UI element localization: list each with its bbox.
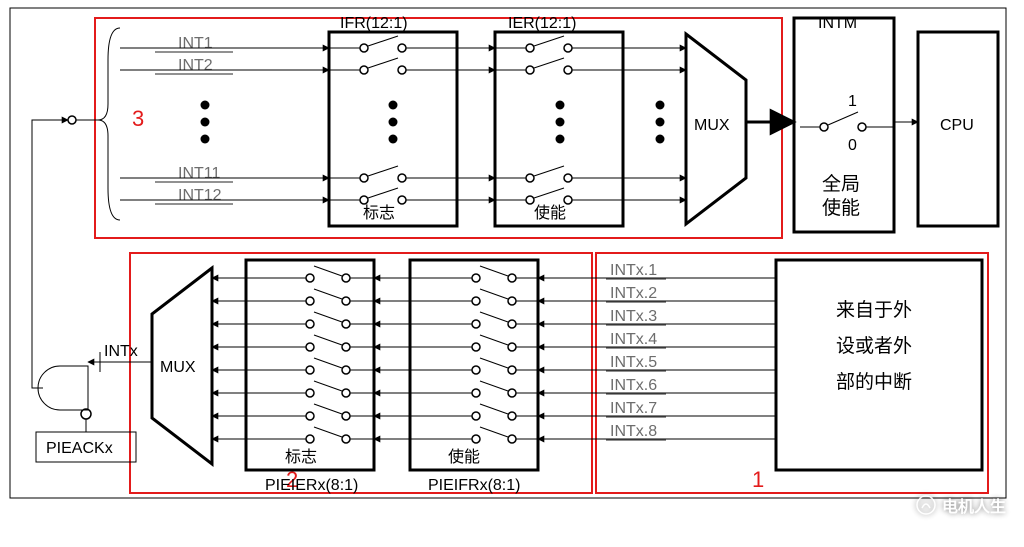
- svg-text:INTx.6: INTx.6: [610, 377, 657, 394]
- svg-text:INTx.8: INTx.8: [610, 423, 657, 440]
- ifr-box: [329, 32, 457, 226]
- bottom-signals: INTx.1 INTx.2 INTx.3 INTx.4 INTx.5 INTx.6 INTx…: [212, 262, 776, 443]
- watermark: 电机人生: [916, 493, 1006, 517]
- svg-text:INT2: INT2: [178, 57, 213, 74]
- diagram-canvas: 3 IFR(12:1) 标志 IER(12:1) 使能 MUX INTM 全局 …: [0, 0, 1024, 547]
- pieier-label: PIEIERx(8:1): [265, 477, 358, 494]
- svg-text:INT11: INT11: [178, 165, 220, 182]
- split-node: [68, 116, 76, 124]
- ifr-label: IFR(12:1): [340, 15, 408, 32]
- svg-text:INTx.7: INTx.7: [610, 400, 657, 417]
- ier-box: [495, 32, 623, 226]
- red-box-2: [130, 253, 592, 493]
- brace-icon: [98, 28, 120, 220]
- ifr-note: 标志: [363, 204, 395, 222]
- red-num-3: 3: [132, 106, 144, 131]
- src-ln1: 来自于外: [836, 299, 912, 321]
- pieifr-label: PIEIFRx(8:1): [428, 477, 520, 494]
- intm-label: INTM: [818, 15, 857, 32]
- ier-label: IER(12:1): [508, 15, 576, 32]
- svg-text:INT12: INT12: [178, 187, 222, 204]
- svg-text:1: 1: [848, 93, 857, 110]
- intm-note1: 全局: [822, 173, 860, 195]
- svg-text:INT1: INT1: [178, 35, 213, 52]
- src-box: [776, 260, 982, 470]
- svg-text:INTx.4: INTx.4: [610, 331, 657, 348]
- watermark-text: 电机人生: [942, 493, 1006, 517]
- svg-text:INTx.2: INTx.2: [610, 285, 657, 302]
- src-ln2: 设或者外: [836, 335, 912, 357]
- pieack-label: PIEACKx: [46, 440, 113, 457]
- and-gate-icon: [38, 366, 91, 419]
- top-mux-label: MUX: [694, 117, 730, 134]
- pieier-note: 标志: [285, 448, 317, 466]
- pieifr-note: 使能: [448, 448, 480, 466]
- ier-note: 使能: [534, 204, 566, 222]
- svg-text:INTx.3: INTx.3: [610, 308, 657, 325]
- svg-text:INTx.1: INTx.1: [610, 262, 657, 279]
- svg-text:0: 0: [848, 137, 857, 154]
- intm-note2: 使能: [822, 197, 860, 219]
- bottom-mux-label: MUX: [160, 359, 196, 376]
- intx-label: INTx: [104, 343, 138, 360]
- src-ln3: 部的中断: [836, 371, 912, 393]
- feedback-line: [32, 120, 68, 388]
- intm-switch: 1 0: [800, 93, 894, 154]
- red-num-1: 1: [752, 467, 764, 492]
- svg-text:INTx.5: INTx.5: [610, 354, 657, 371]
- top-gap-dots: [201, 101, 665, 144]
- cpu-label: CPU: [940, 117, 974, 134]
